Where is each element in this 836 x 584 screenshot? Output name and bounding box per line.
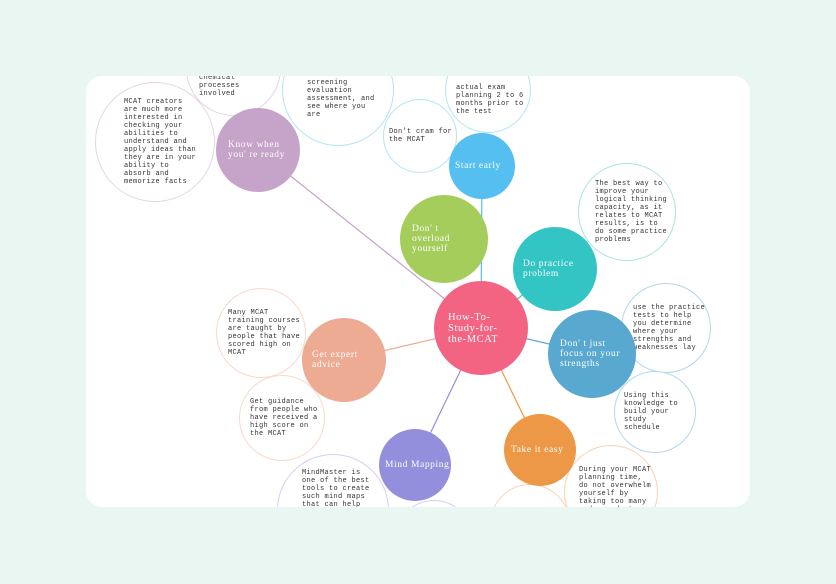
note-text: During your MCAT planning time, do not o… [579, 466, 652, 507]
note-text: The best way to improve your logical thi… [595, 180, 668, 244]
central-topic-label: How-To- Study-for- the-MCAT [448, 311, 499, 345]
note-text: actual exam planning 2 to 6 months prior… [456, 84, 524, 116]
topic-label: Don' t overload yourself [412, 224, 451, 254]
note-text: Many MCAT training courses are taught by… [228, 309, 301, 357]
note-text: Using this knowledge to build your study… [624, 392, 679, 432]
note-using-knowledge[interactable]: Using this knowledge to build your study… [614, 371, 696, 453]
topic-take-it-easy[interactable]: Take it easy [504, 414, 576, 486]
note-mcat-creators[interactable]: MCAT creators are much more interested i… [95, 82, 215, 202]
central-topic[interactable]: How-To- Study-for- the-MCAT [434, 281, 528, 375]
topic-know-when-ready[interactable]: Know when you' re ready [216, 108, 300, 192]
note-text: Get guidance from people who have receiv… [250, 398, 318, 438]
topic-label: Do practice problem [523, 259, 574, 279]
topic-label: Mind Mapping [385, 460, 450, 470]
note-text: take the first screening evaluation asse… [307, 76, 375, 119]
mindmap-canvas: MCAT creators are much more interested i… [86, 76, 750, 507]
note-practice-tests[interactable]: use the practice tests to help you deter… [621, 283, 711, 373]
note-training-courses[interactable]: Many MCAT training courses are taught by… [216, 288, 306, 378]
topic-dont-just-focus[interactable]: Don' t just focus on your strengths [548, 310, 636, 398]
note-text: MCAT creators are much more interested i… [124, 98, 197, 186]
topic-label: Get expert advice [312, 350, 358, 370]
topic-label: Know when you' re ready [228, 140, 285, 160]
note-text: MindMaster is one of the best tools to c… [302, 469, 370, 507]
topic-get-expert-advice[interactable]: Get expert advice [302, 318, 386, 402]
topic-label: Take it easy [511, 445, 564, 455]
note-text: use the practice tests to help you deter… [633, 304, 706, 352]
note-text: chemical processes involved [199, 76, 240, 98]
note-guidance[interactable]: Get guidance from people who have receiv… [239, 375, 325, 461]
note-dont-cram[interactable]: Don't cram for the MCAT [383, 99, 457, 173]
topic-start-early[interactable]: Start early [449, 133, 515, 199]
topic-label: Start early [455, 161, 501, 171]
topic-label: Don' t just focus on your strengths [560, 339, 621, 369]
note-text: Don't cram for the MCAT [389, 128, 453, 144]
topic-do-practice[interactable]: Do practice problem [513, 227, 597, 311]
note-best-way[interactable]: The best way to improve your logical thi… [578, 163, 676, 261]
topic-mind-mapping[interactable]: Mind Mapping [379, 429, 451, 501]
topic-dont-overload[interactable]: Don' t overload yourself [400, 195, 488, 283]
